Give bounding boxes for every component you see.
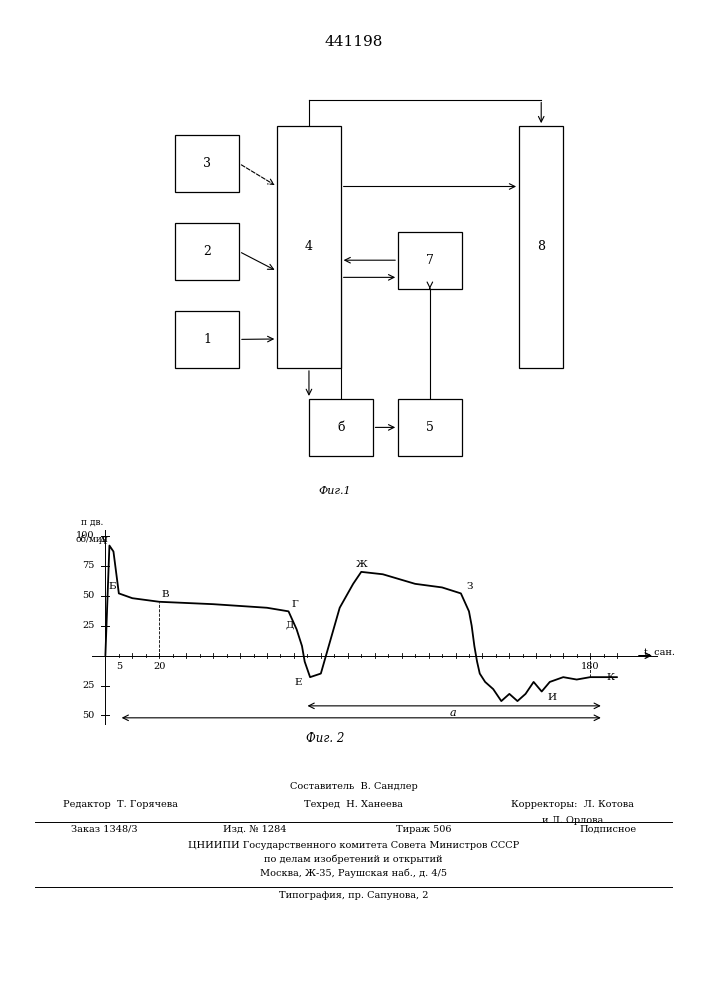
Text: Б: Б [109, 582, 116, 591]
Text: Составитель  В. Сандлер: Составитель В. Сандлер [290, 782, 417, 791]
Text: 8: 8 [537, 240, 545, 253]
Bar [175, 223, 239, 280]
Text: В: В [162, 590, 170, 599]
Text: Типография, пр. Сапунова, 2: Типография, пр. Сапунова, 2 [279, 891, 428, 900]
Text: t, сан.: t, сан. [644, 648, 675, 657]
Text: Заказ 1348/3: Заказ 1348/3 [71, 825, 137, 834]
Bar [519, 126, 563, 368]
Text: 25: 25 [82, 681, 95, 690]
Text: 50: 50 [82, 591, 95, 600]
Text: 50: 50 [82, 711, 95, 720]
Text: Техред  Н. Ханеева: Техред Н. Ханеева [304, 800, 403, 809]
Text: 1: 1 [203, 333, 211, 346]
Bar [175, 311, 239, 368]
Text: Е: Е [295, 678, 302, 687]
Text: Фиг.1: Фиг.1 [318, 486, 351, 496]
Bar [398, 399, 462, 456]
Text: Д: Д [286, 620, 294, 629]
Text: Подписное: Подписное [579, 825, 636, 834]
Bar [398, 232, 462, 289]
Text: Корректоры:  Л. Котова: Корректоры: Л. Котова [511, 800, 634, 809]
Text: об/мин: об/мин [76, 536, 108, 545]
Text: 4: 4 [305, 240, 313, 253]
Text: 7: 7 [426, 254, 434, 267]
Text: Москва, Ж-35, Раушская наб., д. 4/5: Москва, Ж-35, Раушская наб., д. 4/5 [260, 869, 447, 879]
Text: 2: 2 [203, 245, 211, 258]
Bar [277, 126, 341, 368]
Text: Ж: Ж [356, 560, 367, 569]
Text: А: А [99, 537, 107, 546]
Text: по делам изобретений и открытий: по делам изобретений и открытий [264, 855, 443, 864]
Text: 441198: 441198 [325, 35, 382, 49]
Text: 5: 5 [116, 662, 122, 671]
Text: ЦНИИПИ Государственного комитета Совета Министров СССР: ЦНИИПИ Государственного комитета Совета … [188, 841, 519, 850]
Text: Г: Г [291, 600, 298, 609]
Text: 75: 75 [82, 561, 95, 570]
Text: 5: 5 [426, 421, 434, 434]
Text: и Л. Орлова: и Л. Орлова [542, 816, 603, 825]
Text: б: б [337, 421, 344, 434]
Text: 20: 20 [153, 662, 165, 671]
Text: З: З [467, 582, 473, 591]
Text: 3: 3 [203, 157, 211, 170]
Bar [175, 135, 239, 192]
Text: К: К [607, 673, 614, 682]
Text: Редактор  Т. Горячева: Редактор Т. Горячева [63, 800, 177, 809]
Text: И: И [547, 693, 556, 702]
Bar [309, 399, 373, 456]
Text: 25: 25 [82, 621, 95, 630]
Text: Фиг. 2: Фиг. 2 [306, 732, 344, 745]
Text: а: а [450, 708, 456, 718]
Text: п дв.: п дв. [81, 517, 103, 526]
Text: Тираж 506: Тираж 506 [397, 825, 452, 834]
Text: 180: 180 [581, 662, 600, 671]
Text: 100: 100 [76, 531, 95, 540]
Text: Изд. № 1284: Изд. № 1284 [223, 825, 286, 834]
